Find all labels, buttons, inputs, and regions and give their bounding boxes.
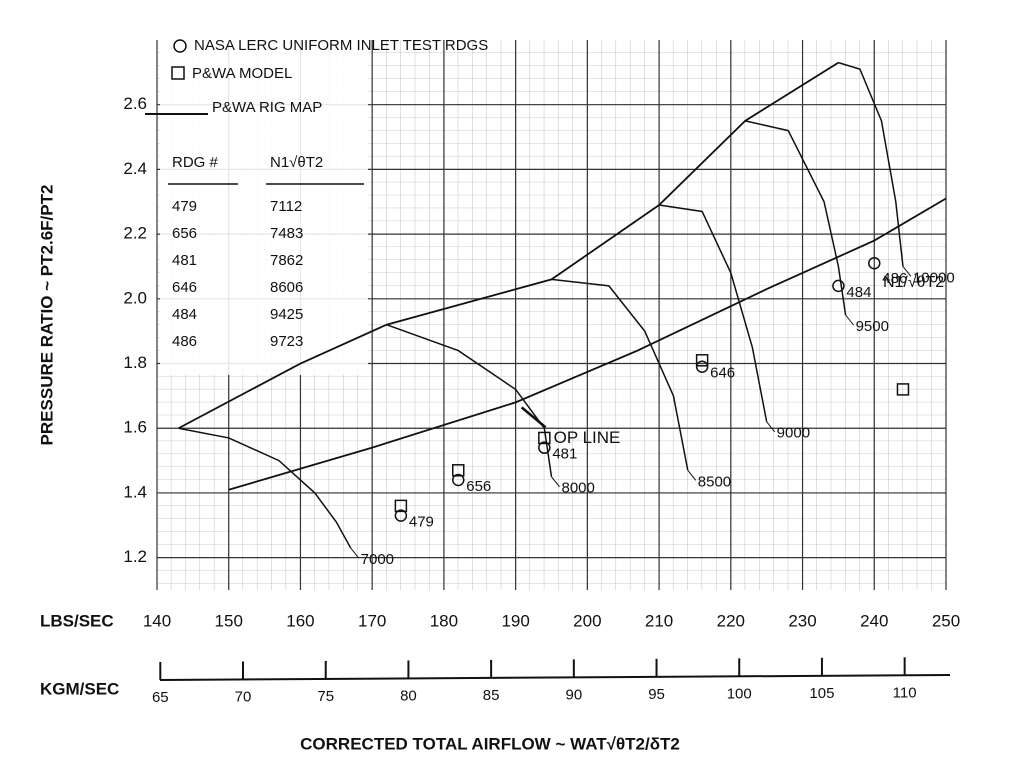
op-line-label: OP LINE <box>554 428 621 447</box>
speed-line <box>838 61 904 267</box>
x-tick-label: 180 <box>430 611 458 630</box>
x2-tick-label: 95 <box>648 686 665 703</box>
x2-unit: KGM/SEC <box>40 679 119 698</box>
table-cell: 9425 <box>270 306 303 323</box>
x-tick-label: 210 <box>645 611 673 630</box>
x-tick-label: 140 <box>143 611 171 630</box>
y-tick-label: 1.2 <box>123 547 147 566</box>
speed-label: 8000 <box>562 480 595 497</box>
model-point <box>394 499 408 513</box>
model-point <box>452 464 465 477</box>
speed-label: 9500 <box>856 318 889 335</box>
x2-tick-label: 100 <box>727 685 752 702</box>
legend-box <box>160 30 368 375</box>
x2-tick-label: 65 <box>152 689 169 706</box>
x-tick-label: 250 <box>932 611 960 630</box>
table-cell: 479 <box>172 198 197 215</box>
x2-axis <box>159 674 951 681</box>
x2-tick-label: 75 <box>317 688 334 705</box>
legend-circle <box>173 39 187 53</box>
x-tick-label: 190 <box>501 611 529 630</box>
speed-line <box>386 324 553 477</box>
y-tick-label: 2.2 <box>123 224 147 243</box>
speed-leader <box>845 314 854 326</box>
test-reading <box>868 256 881 270</box>
speed-label: 8500 <box>698 473 731 490</box>
speed-label: 10000 <box>913 269 955 286</box>
speed-label: 7000 <box>361 551 394 568</box>
speed-leader <box>687 469 697 481</box>
op-line <box>228 197 947 491</box>
test-reading <box>832 279 845 293</box>
speed-line <box>658 204 768 422</box>
legend: NASA LERC UNIFORM INLET TEST RDGS P&WA M… <box>145 37 488 116</box>
x-tick-label: 220 <box>717 611 745 630</box>
speed-leader <box>766 421 776 433</box>
table-cell: 481 <box>172 252 197 269</box>
x2-tick-label: 70 <box>235 688 252 705</box>
speed-leader <box>902 266 912 277</box>
table-cell: 7862 <box>270 252 303 269</box>
test-reading <box>695 360 709 374</box>
reading-label: 646 <box>710 365 735 382</box>
x2-tick-label: 85 <box>483 687 500 704</box>
x-tick-label: 150 <box>215 611 243 630</box>
model-point <box>538 431 551 445</box>
x2-tick-label: 80 <box>400 687 417 704</box>
speed-line <box>551 278 689 471</box>
x-unit: LBS/SEC <box>40 611 114 630</box>
x2-tick-label: 90 <box>565 686 582 703</box>
speed-leader <box>551 476 560 488</box>
y-tick-label: 2.4 <box>123 159 147 178</box>
table-cell: 646 <box>172 279 197 296</box>
speed-line <box>178 427 352 549</box>
reading-label: 486 <box>882 270 907 287</box>
x2-tick-label: 105 <box>809 685 834 702</box>
table-cell: 656 <box>172 225 197 242</box>
reading-label: 484 <box>846 284 871 301</box>
y-tick-label: 2.0 <box>123 288 147 307</box>
x-tick-label: 170 <box>358 611 386 630</box>
test-reading <box>394 509 408 522</box>
x-tick-label: 240 <box>860 611 888 630</box>
table-cell: 486 <box>172 333 197 350</box>
table-header: RDG # <box>172 154 219 171</box>
speed-leader <box>350 547 360 559</box>
reading-label: 656 <box>466 478 491 495</box>
reading-label: 481 <box>552 446 577 463</box>
x-axis-label: CORRECTED TOTAL AIRFLOW ~ WAT√θT2/δT2 <box>300 734 680 753</box>
table-cell: 7112 <box>270 198 302 215</box>
x-tick-label: 160 <box>286 611 314 630</box>
legend-square <box>171 66 185 80</box>
x-tick-label: 230 <box>788 611 816 630</box>
speed-line <box>744 120 847 316</box>
y-axis-label: PRESSURE RATIO ~ PT2.6F/PT2 <box>37 185 56 446</box>
test-reading <box>452 473 465 487</box>
speed-axis-label: N1/√θT2 <box>883 274 944 291</box>
x-tick-label: 200 <box>573 611 601 630</box>
table-cell: 7483 <box>270 225 303 242</box>
legend-label: P&WA MODEL <box>192 65 292 82</box>
y-tick-label: 1.6 <box>123 418 147 437</box>
y-tick-label: 1.4 <box>123 482 147 501</box>
y-tick-label: 1.8 <box>123 353 147 372</box>
reading-label: 479 <box>409 514 434 531</box>
legend-label: P&WA RIG MAP <box>212 99 322 116</box>
table-cell: 484 <box>172 306 197 323</box>
table-cell: 8606 <box>270 279 303 296</box>
model-point <box>695 354 709 367</box>
speed-label: 9000 <box>777 425 810 442</box>
x2-tick-label: 110 <box>893 684 917 701</box>
table-cell: 9723 <box>270 333 303 350</box>
table-header: N1√θT2 <box>270 154 323 171</box>
test-reading <box>538 441 551 454</box>
legend-label: NASA LERC UNIFORM INLET TEST RDGS <box>194 37 488 54</box>
model-point <box>896 383 910 396</box>
y-tick-label: 2.6 <box>123 94 147 113</box>
